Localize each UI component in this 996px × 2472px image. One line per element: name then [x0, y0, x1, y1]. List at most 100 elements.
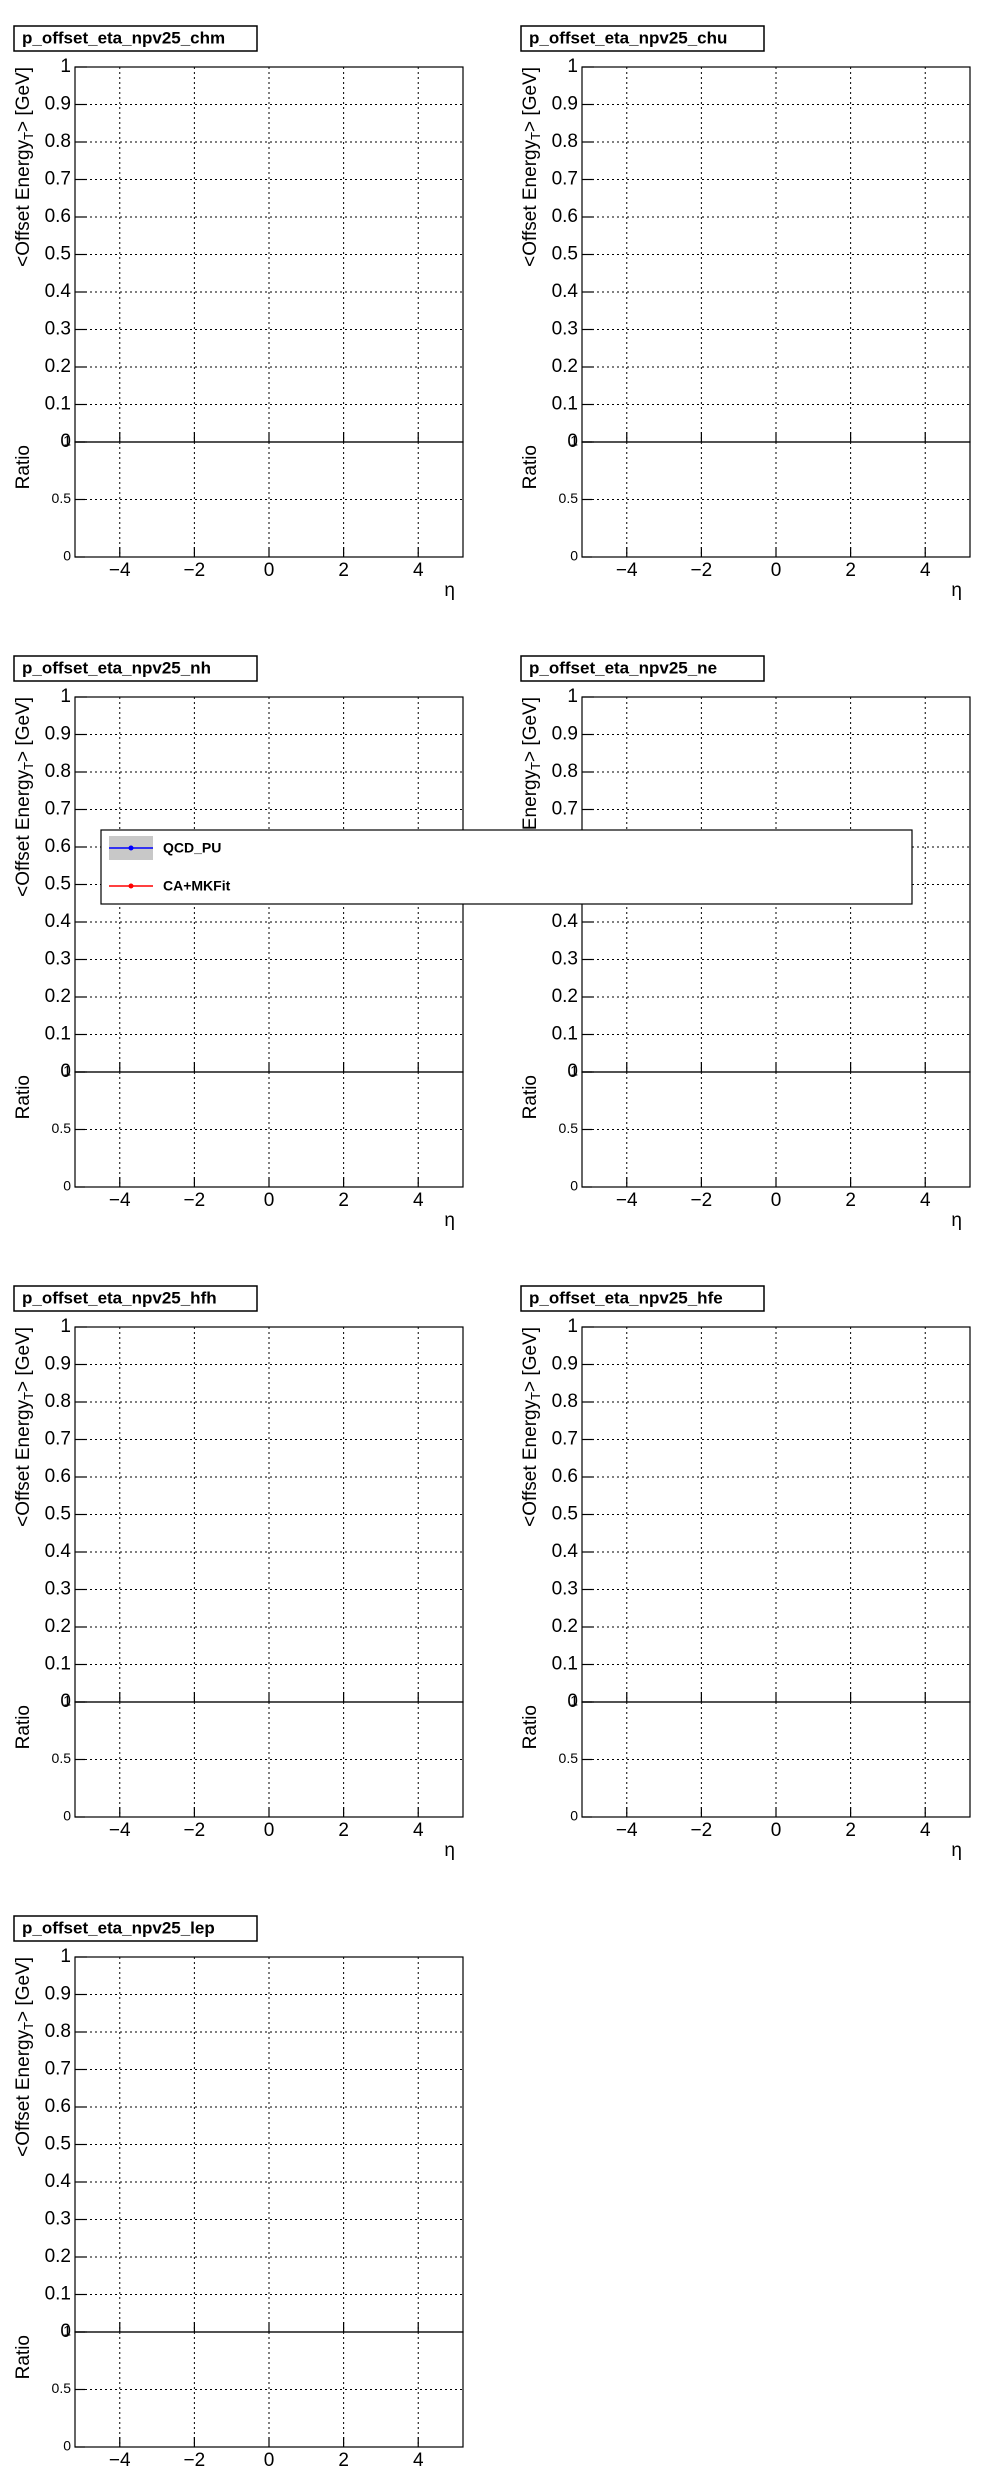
ratio-frame [74, 2331, 464, 2448]
y-tick-label: 0.9 [45, 1354, 71, 1375]
y-axis-label-main: <Offset Energy [13, 769, 34, 896]
x-axis-label: η [951, 1210, 962, 1231]
y-axis-label: <Offset EnergyT> [GeV] [520, 1327, 543, 1527]
x-tick-label: 0 [264, 2450, 275, 2471]
y-axis-label-sub: T [21, 2022, 36, 2030]
y-tick-label: 0 [567, 431, 578, 452]
y-tick-label: 0.3 [45, 319, 71, 340]
y-tick-label: 0.5 [552, 1504, 578, 1525]
ratio-axis-label: Ratio [13, 1705, 34, 1749]
x-tick-label: 4 [920, 560, 931, 581]
y-tick-label: 0.4 [45, 2171, 72, 2192]
x-tick-label: −4 [616, 1190, 638, 1211]
y-axis-label-end: > [GeV] [13, 1957, 34, 2022]
x-tick-label: 4 [920, 1820, 931, 1841]
y-tick-label: 0.2 [552, 1616, 578, 1637]
y-tick-label: 0 [60, 2321, 71, 2342]
chart-title: p_offset_eta_npv25_hfe [529, 1288, 723, 1307]
y-tick-label: 0.5 [45, 874, 71, 895]
x-tick-label: 2 [845, 1820, 856, 1841]
title-box [520, 25, 765, 52]
y-axis-label-sub: T [528, 762, 543, 770]
y-tick-label: 0.4 [45, 281, 72, 302]
y-tick-label: 0 [60, 431, 71, 452]
y-tick-label: 1 [567, 1316, 578, 1337]
panel: p_offset_eta_npv25_nh 0 0.1 0.2 0.3 0.4 0.5 0.6… [13, 655, 464, 1231]
y-tick-label: 0.8 [45, 131, 71, 152]
y-tick-label: 0.5 [552, 244, 578, 265]
x-tick-label: 4 [920, 1190, 931, 1211]
panel: p_offset_eta_npv25_hfe 0 0.1 0.2 0.3 0.4 0.5 0.… [520, 1285, 971, 1861]
y-tick-label: 1 [567, 686, 578, 707]
y-tick-label: 0.1 [45, 1654, 71, 1675]
ratio-axis-label: Ratio [13, 445, 34, 489]
x-tick-label: 0 [264, 560, 275, 581]
y-tick-label: 0.3 [45, 949, 71, 970]
ratio-y-tick-label: 1 [570, 1063, 578, 1079]
x-tick-label: 4 [413, 2450, 424, 2471]
y-tick-label: 0.1 [45, 1024, 71, 1045]
y-tick-label: 1 [60, 56, 71, 77]
y-tick-label: 0.4 [552, 911, 579, 932]
y-tick-label: 0.7 [45, 1429, 71, 1450]
ratio-frame [74, 1701, 464, 1818]
panel: p_offset_eta_npv25_lep 0 0.1 0.2 0.3 0.4 0.5 0.… [13, 1915, 464, 2472]
y-tick-label: 1 [567, 56, 578, 77]
y-axis-label-main: <Offset Energy [13, 1399, 34, 1526]
ratio-axis-label: Ratio [520, 1705, 541, 1749]
y-tick-label: 0.1 [552, 394, 578, 415]
ratio-frame [581, 1071, 971, 1188]
x-tick-label: 4 [413, 1820, 424, 1841]
x-tick-label: 0 [264, 1820, 275, 1841]
y-tick-label: 0.4 [45, 1541, 72, 1562]
y-tick-label: 0.6 [45, 1466, 71, 1487]
legend-label: CA+MKFit [163, 878, 231, 894]
y-tick-label: 0.5 [45, 244, 71, 265]
y-tick-label: 0.2 [552, 986, 578, 1007]
y-axis-label-end: > [GeV] [520, 67, 541, 132]
y-tick-label: 0.9 [45, 724, 71, 745]
ratio-y-tick-label: 1 [63, 2323, 71, 2339]
legend-box [100, 829, 913, 905]
y-tick-label: 0.4 [552, 281, 579, 302]
x-tick-label: 0 [264, 1190, 275, 1211]
x-tick-label: −2 [184, 1190, 206, 1211]
y-axis-label-main: <Offset Energy [13, 2029, 34, 2156]
x-tick-label: −4 [616, 1820, 638, 1841]
ratio-frame [581, 1701, 971, 1818]
y-tick-label: 0.1 [45, 2284, 71, 2305]
ratio-y-tick-label: 1 [63, 1693, 71, 1709]
title-box [520, 655, 765, 682]
ratio-y-tick-label: 0 [570, 548, 578, 564]
y-tick-label: 0.6 [45, 836, 71, 857]
chart-title: p_offset_eta_npv25_lep [22, 1918, 215, 1937]
ratio-y-tick-label: 1 [570, 1693, 578, 1709]
y-axis-label-sub: T [21, 1392, 36, 1400]
x-tick-label: −4 [616, 560, 638, 581]
ratio-y-tick-label: 1 [570, 433, 578, 449]
ratio-frame [581, 441, 971, 558]
x-tick-label: 0 [771, 1820, 782, 1841]
ratio-y-tick-label: 1 [63, 433, 71, 449]
y-tick-label: 0.6 [45, 2096, 71, 2117]
x-tick-label: −2 [184, 1820, 206, 1841]
y-axis-label: <Offset EnergyT> [GeV] [13, 697, 36, 897]
y-tick-label: 0 [567, 1061, 578, 1082]
ratio-y-tick-label: 0 [570, 1808, 578, 1824]
y-tick-label: 0.9 [45, 94, 71, 115]
y-tick-label: 0.3 [552, 949, 578, 970]
ratio-axis-label: Ratio [520, 1075, 541, 1119]
ratio-y-tick-label: 0.5 [559, 490, 579, 506]
y-tick-label: 1 [60, 1946, 71, 1967]
ratio-y-tick-label: 0.5 [559, 1750, 579, 1766]
y-tick-label: 0.3 [45, 2209, 71, 2230]
title-box [13, 1915, 258, 1942]
y-tick-label: 0.7 [45, 799, 71, 820]
x-tick-label: −2 [184, 2450, 206, 2471]
y-tick-label: 0.5 [45, 1504, 71, 1525]
legend-marker [128, 883, 134, 889]
ratio-y-tick-label: 0 [63, 2438, 71, 2454]
x-tick-label: 4 [413, 1190, 424, 1211]
y-axis-label-sub: T [528, 1392, 543, 1400]
